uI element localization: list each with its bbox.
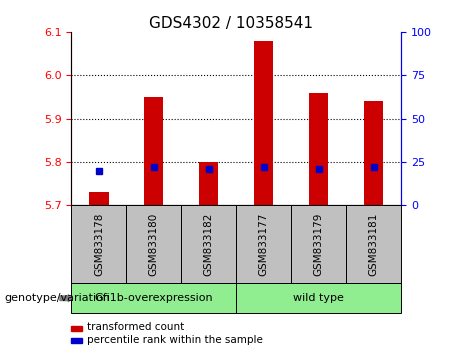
- Text: GSM833177: GSM833177: [259, 212, 269, 276]
- Bar: [236, 205, 291, 283]
- Bar: [346, 205, 401, 283]
- Bar: [236, 283, 401, 313]
- Text: Gfi1b-overexpression: Gfi1b-overexpression: [95, 293, 213, 303]
- Bar: [364, 101, 383, 205]
- Bar: [291, 205, 346, 283]
- Bar: [71, 205, 126, 283]
- Text: genotype/variation: genotype/variation: [5, 293, 111, 303]
- Text: percentile rank within the sample: percentile rank within the sample: [87, 335, 263, 345]
- Bar: [126, 205, 181, 283]
- Text: GSM833182: GSM833182: [204, 212, 214, 276]
- Bar: [144, 97, 164, 205]
- Bar: [181, 205, 236, 283]
- Text: GDS4302 / 10358541: GDS4302 / 10358541: [148, 16, 313, 31]
- Bar: [254, 41, 273, 205]
- Text: wild type: wild type: [293, 293, 344, 303]
- Text: transformed count: transformed count: [87, 322, 184, 332]
- Bar: [309, 93, 328, 205]
- Text: GSM833179: GSM833179: [313, 212, 324, 276]
- Bar: [71, 283, 236, 313]
- Text: GSM833178: GSM833178: [94, 212, 104, 276]
- Bar: [199, 162, 219, 205]
- Text: GSM833181: GSM833181: [369, 212, 378, 276]
- Bar: [89, 192, 108, 205]
- Text: GSM833180: GSM833180: [149, 213, 159, 276]
